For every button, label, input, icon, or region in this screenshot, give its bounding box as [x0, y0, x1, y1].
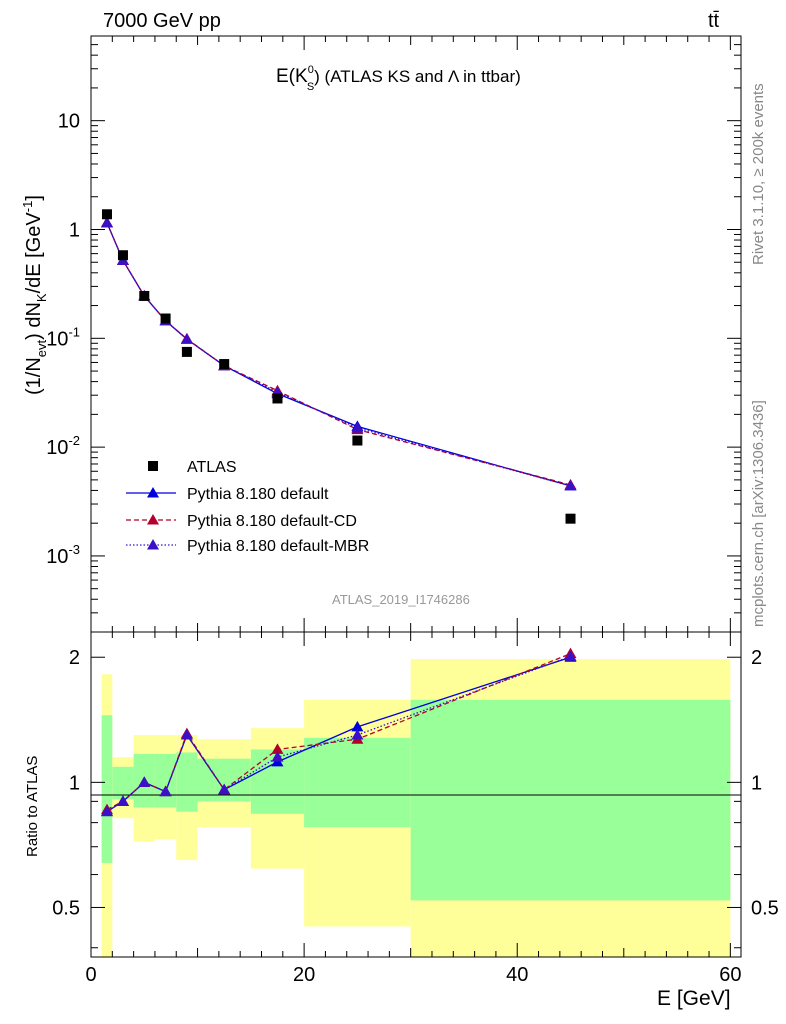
main-y-tick-label: 10-2: [46, 433, 80, 459]
legend-marker-default: [147, 487, 159, 498]
legend-entry-data: ATLAS: [148, 459, 237, 476]
legend: ATLAS Pythia 8.180 default Pythia 8.180 de…: [126, 459, 369, 555]
main-y-tick-label: 1: [69, 219, 80, 241]
main-marker-mbr: [564, 479, 577, 491]
main-y-tick-label: 10-3: [46, 542, 80, 568]
ratio-marker-mbr: [116, 795, 129, 806]
atlas-data-point: [352, 435, 363, 446]
main-marker-mbr: [351, 421, 364, 433]
plot-title: E(K0 S) (ATLAS KS and Λ in ttbar): [276, 64, 521, 93]
ratio-marker-mbr: [564, 650, 577, 661]
ratio-band-green: [176, 752, 198, 812]
ratio-y-tick-label-right: 0.5: [751, 897, 779, 919]
ratio-band-green: [154, 754, 177, 808]
legend-entry-mbr: Pythia 8.180 default-MBR: [126, 538, 369, 555]
x-tick-label: 0: [85, 964, 96, 986]
ratio-line-mbr: [106, 655, 571, 813]
main-marker-mbr: [100, 216, 113, 228]
ratio-marker-mbr: [100, 805, 113, 817]
ratio-marker-mbr: [218, 783, 231, 795]
ratio-marker-mbr: [271, 751, 284, 762]
ratio-series: [100, 647, 577, 817]
main-series: [100, 209, 577, 524]
ratio-band-green: [101, 715, 113, 863]
ratio-frame: [90, 631, 742, 958]
legend-marker-mbr: [147, 539, 159, 550]
main-panel: 10 1 10-1 10-2 10-3: [46, 35, 742, 633]
ratio-marker-default: [351, 720, 364, 732]
atlas-data-point: [272, 393, 283, 404]
x-axis-label: E [GeV]: [657, 987, 731, 1010]
atlas-data-point: [117, 250, 128, 261]
atlas-data-point: [565, 513, 576, 524]
x-tick-label: 40: [506, 964, 528, 986]
atlas-data-point: [219, 359, 230, 370]
ratio-y-tick-label-right: 1: [751, 772, 762, 794]
svg-text:E(K0S) (ATLAS KS and Λ in ttba: E(K0 S) (ATLAS KS and Λ in ttbar): [276, 64, 521, 93]
legend-label: Pythia 8.180 default: [187, 486, 329, 503]
legend-label: ATLAS: [187, 459, 237, 476]
ratio-band-green: [410, 699, 731, 901]
plot-title-rest: ) (ATLAS KS and Λ in ttbar): [314, 67, 521, 86]
process-label: tt̄: [708, 10, 720, 32]
ratio-y-tick-label-right: 2: [751, 647, 762, 669]
main-line-default: [106, 222, 571, 487]
analysis-id: ATLAS_2019_I1746286: [332, 592, 470, 607]
ratio-marker-mbr: [159, 785, 172, 797]
atlas-data-point: [139, 290, 150, 301]
main-y-tick-label: 10: [58, 111, 80, 133]
main-axis-ticks: 10 1 10-1 10-2 10-3: [46, 35, 741, 633]
ratio-band-green: [304, 737, 411, 828]
plot-title-main: E(K: [276, 66, 308, 87]
main-marker-mbr: [180, 333, 193, 344]
plot-title-sup: 0: [308, 64, 314, 76]
x-tick-label: 60: [719, 964, 741, 986]
ratio-panel: 2 2 1 1 0.5 0.5 0 20 40 60: [52, 631, 779, 986]
legend-marker-data: [148, 461, 158, 471]
ratio-bands: [101, 659, 731, 957]
ratio-marker-cd: [271, 743, 284, 754]
ratio-y-tick-label: 0.5: [52, 897, 80, 919]
ratio-axis-ticks: 2 2 1 1 0.5 0.5 0 20 40 60: [52, 632, 779, 986]
ratio-ylabel: Ratio to ATLAS: [24, 756, 41, 857]
legend-entry-cd: Pythia 8.180 default-CD: [126, 513, 357, 530]
ratio-marker-mbr: [138, 776, 151, 787]
ratio-marker-mbr: [351, 728, 364, 740]
legend-marker-cd: [147, 514, 159, 525]
main-y-tick-label: 10-1: [46, 324, 80, 350]
ratio-marker-mbr: [180, 728, 193, 740]
ratio-y-tick-label: 2: [69, 647, 80, 669]
ratio-band-green: [112, 766, 134, 800]
mcplots-label: mcplots.cern.ch [arXiv:1306.3436]: [750, 400, 767, 627]
x-tick-label: 20: [293, 964, 315, 986]
legend-label: Pythia 8.180 default-MBR: [187, 538, 369, 555]
ratio-y-tick-label: 1: [69, 772, 80, 794]
plot-title-sub: S: [307, 81, 314, 93]
atlas-data-point: [181, 346, 192, 357]
legend-entry-default: Pythia 8.180 default: [126, 486, 329, 503]
rivet-label: Rivet 3.1.10, ≥ 200k events: [750, 83, 767, 265]
legend-label: Pythia 8.180 default-CD: [187, 513, 357, 530]
main-ylabel: (1/Nevt) dNK/dE [GeV-1]: [20, 195, 49, 395]
svg-text:(1/Nevt) dNK/dE [GeV-1]: (1/Nevt) dNK/dE [GeV-1]: [20, 195, 49, 395]
main-line-cd: [106, 222, 571, 486]
atlas-data-point: [101, 209, 112, 220]
main-line-mbr: [106, 222, 571, 487]
energy-label: 7000 GeV pp: [103, 10, 221, 32]
atlas-data-point: [160, 313, 171, 324]
